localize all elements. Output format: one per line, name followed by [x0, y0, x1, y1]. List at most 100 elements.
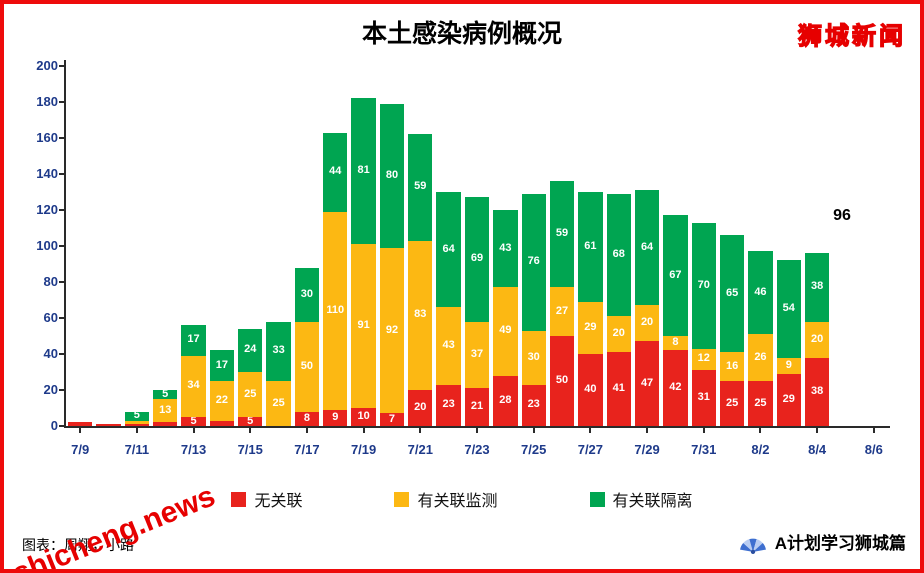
x-tick-label: 8/6 — [864, 442, 883, 457]
x-axis-line — [64, 426, 890, 428]
legend-item: 有关联隔离 — [589, 487, 693, 511]
bar-segment-linked-surveillance: 27 — [549, 287, 575, 336]
bar-value-label: 21 — [470, 400, 484, 413]
bar-segment-unlinked — [96, 424, 121, 426]
bar-segment-linked-surveillance: 92 — [379, 247, 405, 414]
y-tick-label: 120 — [36, 202, 58, 217]
bar-segment-linked-surveillance: 22 — [209, 381, 235, 421]
bar-segment-linked-surveillance: 12 — [691, 348, 716, 371]
legend-swatch — [394, 491, 410, 507]
bar-segment-linked-surveillance: 13 — [153, 399, 178, 423]
y-tick-mark — [59, 389, 65, 391]
y-tick-label: 60 — [43, 310, 58, 325]
y-tick-mark — [59, 425, 65, 427]
x-tick-mark — [362, 428, 365, 433]
y-tick-mark — [59, 353, 65, 355]
bar-segment-linked-quarantine: 81 — [351, 98, 376, 245]
bar-segment-unlinked: 5 — [238, 414, 263, 427]
bar-value-label: 29 — [782, 392, 795, 405]
legend-item: 无关联 — [231, 487, 302, 511]
bar-segment-linked-surveillance: 43 — [436, 307, 461, 385]
x-tick-label: 7/23 — [464, 442, 490, 457]
bar-chart-plot-area: 0 20 40 60 80 100 120 140 160 180 200 7/9 7/11 7/13 7/… — [4, 4, 920, 569]
bar-value-label: 25 — [725, 396, 739, 409]
x-tick-label: 8/2 — [751, 442, 770, 457]
y-tick-label: 100 — [36, 238, 58, 253]
legend-swatch — [589, 491, 605, 507]
bar-value-label: 64 — [442, 242, 455, 255]
bar-value-label: 92 — [385, 323, 399, 336]
x-tick-mark — [589, 428, 592, 433]
bar-segment-linked-quarantine: 59 — [408, 134, 433, 241]
bar-segment-linked-surveillance: 110 — [323, 211, 348, 410]
bar-segment-unlinked: 42 — [663, 350, 688, 426]
bar-value-label: 12 — [697, 352, 710, 365]
bar-value-label: 25 — [244, 387, 257, 400]
bar-value-label: 33 — [272, 344, 285, 357]
bar-segment-linked-quarantine: 80 — [379, 103, 405, 248]
bar-value-label: 9 — [785, 358, 792, 371]
x-tick-mark — [816, 428, 819, 433]
chart-credit: 图表：周翔，小路 — [22, 537, 134, 553]
bar-value-label: 23 — [442, 398, 455, 411]
x-tick-label: 7/11 — [124, 442, 150, 457]
y-tick-mark — [59, 317, 65, 319]
bar-value-label: 26 — [754, 350, 767, 363]
y-tick-label: 160 — [36, 130, 58, 145]
bar-segment-linked-surveillance: 8 — [663, 336, 688, 351]
bar-segment-unlinked — [153, 422, 178, 426]
bar-segment-linked-quarantine: 17 — [209, 350, 235, 381]
x-tick-label: 7/29 — [634, 442, 660, 457]
bar-segment-linked-quarantine: 17 — [181, 325, 206, 356]
bar-segment-linked-surveillance: 26 — [748, 334, 773, 381]
chart-title: 本土感染病例概况 — [361, 20, 562, 48]
bar-segment-unlinked: 23 — [436, 384, 461, 426]
bar-value-label: 5 — [247, 414, 254, 427]
channel-name: A计划学习狮城篇 — [774, 534, 906, 553]
bar-value-label: 16 — [725, 359, 739, 372]
bar-segment-unlinked: 40 — [578, 354, 603, 426]
bar-value-label: 91 — [357, 319, 370, 332]
x-tick-label: 7/21 — [407, 442, 433, 457]
bar-value-label: 49 — [499, 324, 512, 337]
bar-value-label: 27 — [555, 304, 569, 317]
y-axis-line — [64, 60, 66, 428]
bar-value-label: 37 — [470, 347, 484, 360]
bar-value-label: 23 — [527, 398, 540, 411]
bar-segment-linked-surveillance: 20 — [634, 305, 660, 342]
x-tick-label: 8/4 — [808, 442, 827, 457]
y-tick-label: 200 — [36, 58, 58, 73]
bar-value-label: 17 — [215, 358, 229, 371]
bar-value-label: 5 — [133, 409, 140, 422]
bar-value-label: 25 — [272, 396, 285, 409]
legend-swatch — [231, 491, 247, 507]
bar-value-label: 38 — [811, 280, 824, 293]
bar-segment-unlinked: 47 — [634, 341, 660, 426]
bar-segment-linked-surveillance: 49 — [493, 287, 518, 376]
bar-value-label: 80 — [385, 168, 399, 181]
x-tick-label: 7/9 — [71, 442, 90, 457]
bar-segment-linked-quarantine: 46 — [748, 251, 773, 335]
bar-value-label: 44 — [329, 165, 342, 178]
bar-segment-linked-surveillance: 83 — [408, 240, 433, 390]
x-tick-label: 7/31 — [691, 442, 717, 457]
bar-segment-linked-surveillance: 16 — [719, 352, 745, 381]
y-tick-mark — [59, 245, 65, 247]
y-tick-mark — [59, 101, 65, 103]
bar-segment-linked-quarantine: 5 — [124, 409, 150, 422]
bar-value-label: 13 — [159, 403, 172, 416]
bar-segment-linked-surveillance: 25 — [238, 372, 263, 417]
bar-value-label: 20 — [414, 401, 427, 413]
x-tick-label: 7/25 — [521, 442, 547, 457]
bar-value-label: 47 — [640, 376, 654, 389]
bar-segment-linked-surveillance: 20 — [606, 316, 631, 353]
bar-segment-linked-quarantine: 61 — [578, 192, 603, 302]
bar-value-label: 5 — [190, 414, 197, 427]
bar-segment-unlinked — [124, 424, 150, 426]
bar-value-label: 83 — [414, 308, 427, 321]
bar-segment-linked-surveillance: 30 — [521, 330, 546, 385]
bar-value-label: 22 — [215, 393, 229, 406]
bar-value-label: 5 — [162, 387, 169, 400]
bar-value-label: 81 — [357, 164, 370, 177]
bar-segment-unlinked: 10 — [351, 408, 376, 426]
